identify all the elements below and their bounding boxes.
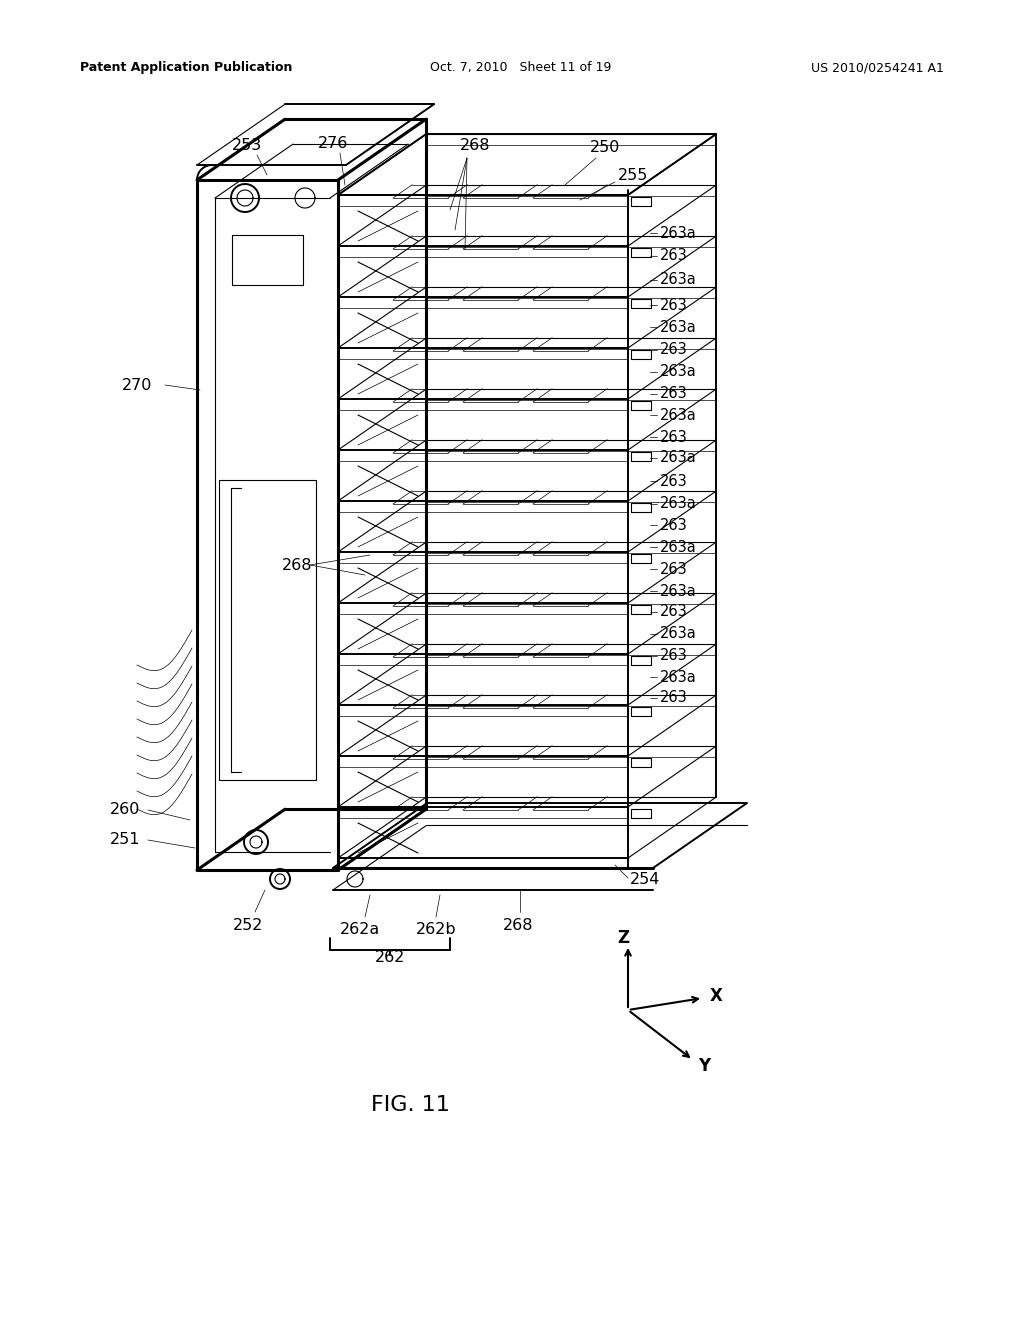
Text: 262: 262 [375, 950, 406, 965]
Text: X: X [710, 987, 723, 1005]
Text: Oct. 7, 2010   Sheet 11 of 19: Oct. 7, 2010 Sheet 11 of 19 [430, 62, 611, 74]
Text: Y: Y [698, 1057, 710, 1074]
Text: 252: 252 [232, 917, 263, 932]
Text: FIG. 11: FIG. 11 [371, 1096, 450, 1115]
Text: 263: 263 [660, 648, 688, 664]
Text: 263a: 263a [660, 408, 696, 422]
Text: 263a: 263a [660, 669, 696, 685]
Text: 263a: 263a [660, 364, 696, 380]
Text: 263a: 263a [660, 583, 696, 598]
Text: 263a: 263a [660, 540, 696, 554]
Text: 263a: 263a [660, 627, 696, 642]
Text: 260: 260 [110, 803, 140, 817]
Text: 263: 263 [660, 561, 688, 577]
Text: 263: 263 [660, 474, 688, 488]
Text: 250: 250 [590, 140, 621, 156]
Text: 263: 263 [660, 387, 688, 401]
Text: 263a: 263a [660, 226, 696, 240]
Text: 254: 254 [630, 873, 660, 887]
Text: US 2010/0254241 A1: US 2010/0254241 A1 [811, 62, 944, 74]
Text: 255: 255 [618, 168, 648, 182]
Text: 268: 268 [282, 557, 312, 573]
Text: 263a: 263a [660, 272, 696, 288]
Text: 263a: 263a [660, 496, 696, 511]
Text: 263: 263 [660, 297, 688, 313]
Text: 262a: 262a [340, 923, 380, 937]
Text: 263: 263 [660, 517, 688, 532]
Text: 263: 263 [660, 429, 688, 445]
Text: 263: 263 [660, 690, 688, 705]
Text: 262b: 262b [416, 923, 457, 937]
Text: 276: 276 [318, 136, 348, 150]
Text: 251: 251 [110, 833, 140, 847]
Text: 263: 263 [660, 605, 688, 619]
Text: 263: 263 [660, 248, 688, 264]
Text: 263a: 263a [660, 450, 696, 466]
Text: 270: 270 [122, 378, 152, 392]
Text: 253: 253 [232, 137, 262, 153]
Text: 268: 268 [503, 917, 534, 932]
Text: 263: 263 [660, 342, 688, 358]
Text: 263a: 263a [660, 319, 696, 334]
Text: Z: Z [616, 929, 629, 946]
Text: Patent Application Publication: Patent Application Publication [80, 62, 293, 74]
Text: 268: 268 [460, 137, 490, 153]
